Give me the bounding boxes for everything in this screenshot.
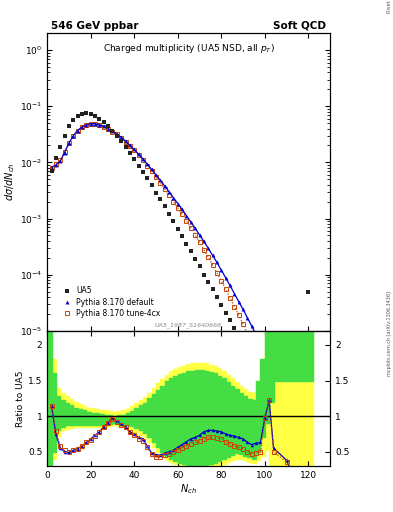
UA5 <box>93 113 97 119</box>
Line: UA5: UA5 <box>49 111 310 441</box>
UA5 <box>84 110 89 116</box>
UA5 <box>180 233 184 240</box>
Line: Pythia 8.170 default: Pythia 8.170 default <box>50 122 310 455</box>
Text: Rivet 3.1.10, ≥ 500k events: Rivet 3.1.10, ≥ 500k events <box>387 0 392 13</box>
Pythia 8.170 tune-4cx <box>136 152 141 158</box>
Pythia 8.170 default <box>141 156 145 162</box>
Pythia 8.170 tune-4cx <box>97 122 102 128</box>
Pythia 8.170 tune-4cx <box>127 143 132 149</box>
Text: Charged multiplicity (UA5 NSD, all $p_T$): Charged multiplicity (UA5 NSD, all $p_T$… <box>103 42 275 55</box>
UA5 <box>193 256 198 262</box>
UA5 <box>306 288 311 294</box>
Pythia 8.170 default <box>306 451 311 457</box>
Text: mcplots.cern.ch [arXiv:1306.3436]: mcplots.cern.ch [arXiv:1306.3436] <box>387 291 392 376</box>
UA5 <box>141 169 145 175</box>
Pythia 8.170 tune-4cx <box>215 270 219 276</box>
Pythia 8.170 default <box>215 260 219 266</box>
Pythia 8.170 default <box>49 165 54 171</box>
Text: Soft QCD: Soft QCD <box>273 20 326 31</box>
Pythia 8.170 default <box>88 121 93 127</box>
Pythia 8.170 tune-4cx <box>306 480 311 486</box>
Pythia 8.170 default <box>136 151 141 157</box>
Text: UA5_1987_S1640666: UA5_1987_S1640666 <box>155 322 222 328</box>
X-axis label: $N_{ch}$: $N_{ch}$ <box>180 482 197 496</box>
Line: Pythia 8.170 tune-4cx: Pythia 8.170 tune-4cx <box>50 122 310 485</box>
Y-axis label: $d\sigma/dN_{ch}$: $d\sigma/dN_{ch}$ <box>3 163 17 201</box>
Y-axis label: Ratio to UA5: Ratio to UA5 <box>16 370 25 426</box>
Pythia 8.170 default <box>97 122 102 128</box>
UA5 <box>210 286 215 292</box>
Pythia 8.170 tune-4cx <box>88 121 93 127</box>
Pythia 8.170 default <box>127 142 132 148</box>
Pythia 8.170 default <box>119 134 123 140</box>
UA5 <box>49 168 54 174</box>
Text: 546 GeV ppbar: 546 GeV ppbar <box>51 20 139 31</box>
UA5 <box>189 248 193 254</box>
Legend: UA5, Pythia 8.170 default, Pythia 8.170 tune-4cx: UA5, Pythia 8.170 default, Pythia 8.170 … <box>57 283 164 321</box>
Pythia 8.170 tune-4cx <box>119 135 123 141</box>
Pythia 8.170 tune-4cx <box>49 165 54 171</box>
Pythia 8.170 tune-4cx <box>141 157 145 163</box>
UA5 <box>284 435 289 441</box>
